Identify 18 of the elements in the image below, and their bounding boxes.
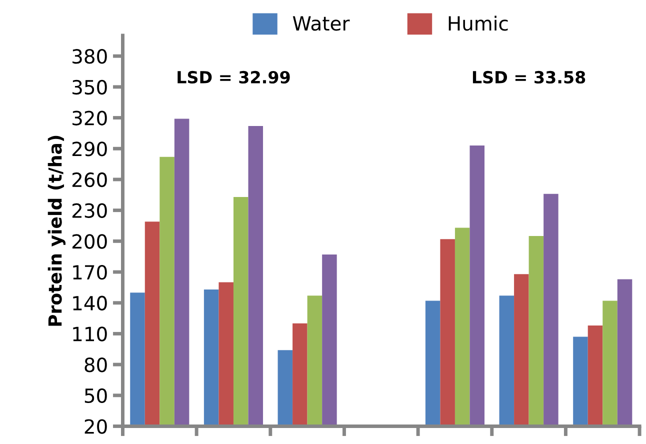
y-tick-label: 170 [73,264,107,280]
y-tick-label: 80 [84,358,107,372]
y-tick-label: 260 [72,172,107,188]
y-tick-label: 290 [72,142,107,156]
legend-label: Water [292,16,350,31]
y-axis-title: Protein yield (t/ha) [48,136,66,326]
y-tick-label: 50 [84,388,107,404]
y-tick-label: 380 [72,49,107,64]
y-tick-label: 140 [73,296,107,311]
y-tick-label: 350 [72,80,107,95]
y-tick-label: 320 [72,110,107,126]
annotation: LSD = 33.58 [472,70,586,84]
annotation: LSD = 32.99 [178,70,290,84]
y-tick-label: 110 [73,326,107,342]
y-tick-label: 230 [72,203,107,218]
y-tick-label: 200 [72,234,107,249]
y-tick-label: 20 [84,419,107,434]
legend-label: Humic [448,16,508,31]
